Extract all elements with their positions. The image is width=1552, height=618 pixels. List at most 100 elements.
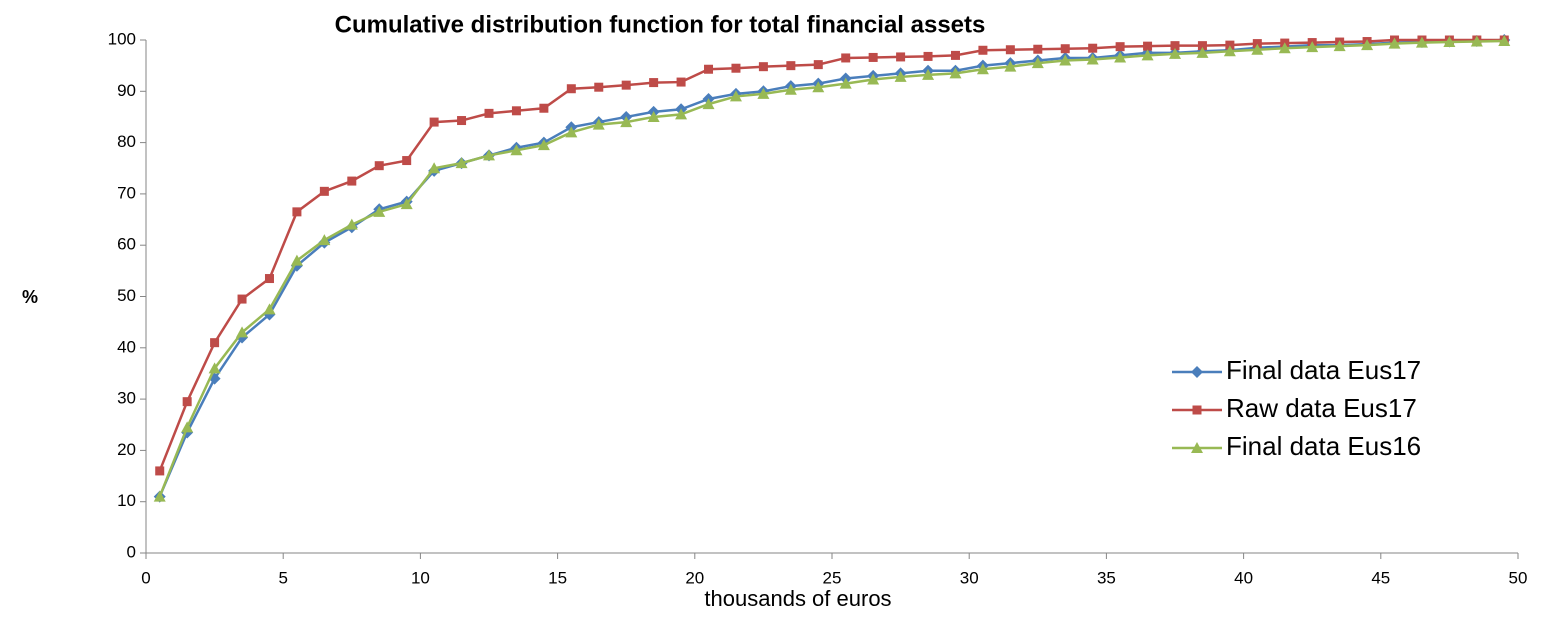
point <box>510 144 523 156</box>
point <box>729 90 742 102</box>
point <box>1498 35 1511 47</box>
point <box>373 205 386 217</box>
point <box>647 110 660 122</box>
point <box>922 68 935 80</box>
point <box>1192 405 1202 415</box>
point <box>400 198 413 210</box>
point <box>812 81 825 93</box>
point <box>455 157 468 169</box>
y-tick-label: 90 <box>117 81 136 100</box>
series-line <box>158 38 1505 472</box>
legend-label: Final data Eus16 <box>1226 431 1421 461</box>
point <box>841 53 851 63</box>
point <box>1223 45 1236 57</box>
point <box>621 80 631 90</box>
y-tick-label: 80 <box>117 132 136 151</box>
point <box>1088 43 1098 53</box>
y-tick-label: 40 <box>117 337 136 356</box>
point <box>896 52 906 62</box>
point <box>976 63 989 75</box>
point <box>292 207 302 217</box>
point <box>1197 41 1207 51</box>
point <box>1170 41 1180 51</box>
point <box>1031 57 1044 69</box>
point <box>345 218 358 230</box>
point <box>1059 54 1072 66</box>
x-tick-label: 50 <box>1509 568 1528 587</box>
point <box>786 61 796 71</box>
point <box>290 254 303 266</box>
point <box>702 98 715 110</box>
point <box>757 87 770 99</box>
y-tick-label: 0 <box>127 542 136 561</box>
point <box>950 50 960 60</box>
point <box>236 326 249 338</box>
chart-title: Cumulative distribution function for tot… <box>335 11 986 38</box>
point <box>1251 43 1264 55</box>
x-tick-label: 15 <box>548 568 567 587</box>
point <box>566 84 576 94</box>
point <box>237 294 247 304</box>
point <box>537 139 550 151</box>
point <box>1388 37 1401 49</box>
point <box>182 397 192 407</box>
point <box>675 108 688 120</box>
point <box>1141 49 1154 61</box>
y-tick-label: 60 <box>117 235 136 254</box>
point <box>1278 42 1291 54</box>
point <box>894 70 907 82</box>
point <box>1443 36 1456 48</box>
x-tick-label: 20 <box>685 568 704 587</box>
point <box>592 118 605 130</box>
point <box>565 126 578 138</box>
point <box>181 421 194 433</box>
point <box>731 63 741 73</box>
point <box>784 83 797 95</box>
point <box>1086 53 1099 65</box>
point <box>1415 36 1428 48</box>
y-axis-label: % <box>22 287 38 307</box>
x-tick-label: 30 <box>960 568 979 587</box>
point <box>1115 42 1125 52</box>
point <box>1361 39 1374 51</box>
point <box>949 67 962 79</box>
point <box>649 78 659 88</box>
series-line <box>158 39 1505 498</box>
point <box>1143 41 1153 51</box>
point <box>839 77 852 89</box>
point <box>374 161 384 171</box>
x-tick-label: 35 <box>1097 568 1116 587</box>
point <box>319 186 329 196</box>
y-tick-label: 100 <box>108 29 136 48</box>
legend-label: Final data Eus17 <box>1226 355 1421 385</box>
legend-label: Raw data Eus17 <box>1226 393 1417 423</box>
point <box>264 274 274 284</box>
y-tick-label: 10 <box>117 491 136 510</box>
point <box>155 466 165 476</box>
point <box>539 103 549 113</box>
point <box>923 51 933 61</box>
point <box>1033 44 1043 54</box>
point <box>1470 35 1483 47</box>
x-tick-label: 40 <box>1234 568 1253 587</box>
point <box>153 490 166 502</box>
point <box>347 176 357 186</box>
x-tick-label: 45 <box>1371 568 1390 587</box>
point <box>1114 51 1127 63</box>
point <box>511 106 521 116</box>
point <box>1225 40 1235 50</box>
point <box>1333 40 1346 52</box>
point <box>1169 47 1181 59</box>
point <box>263 303 276 315</box>
point <box>484 108 494 118</box>
y-tick-label: 30 <box>117 389 136 408</box>
x-tick-label: 10 <box>411 568 430 587</box>
point <box>457 116 467 126</box>
point <box>1196 46 1209 58</box>
point <box>813 60 823 70</box>
series-line <box>158 38 1505 498</box>
point <box>758 62 768 72</box>
point <box>978 45 988 55</box>
x-axis-label: thousands of euros <box>704 586 891 611</box>
